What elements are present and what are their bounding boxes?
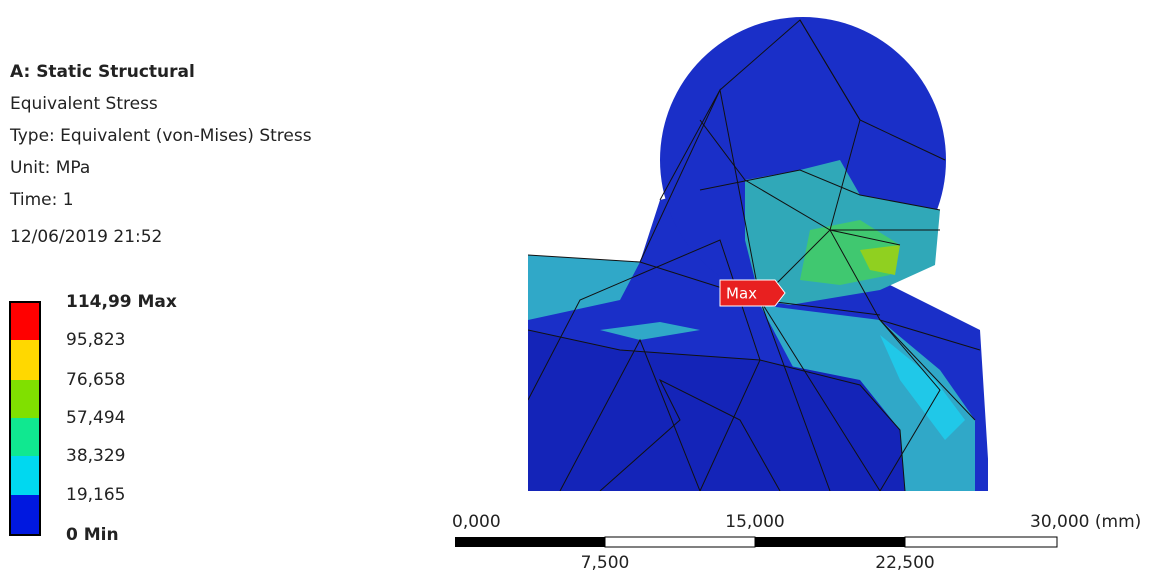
scale-label: 22,500 [875,553,934,572]
header-line: Unit: MPa [10,158,90,178]
legend-label: 76,658 [66,370,125,390]
legend-label: 0 Min [66,525,119,545]
probe-label: Max [726,285,757,303]
scale-bar [455,537,1057,547]
model [528,17,990,491]
legend-bar [10,302,40,535]
result-view: A: Static Structural Equivalent Stress Ty… [0,0,1150,572]
legend-label: 114,99 Max [66,292,177,312]
header-line: Equivalent Stress [10,94,158,114]
scale-label: 0,000 [452,512,501,532]
header-line: 12/06/2019 21:52 [10,227,162,247]
header-line: Time: 1 [9,190,74,210]
legend-label: 19,165 [66,485,125,505]
legend-label: 57,494 [66,408,125,428]
scale-label: 15,000 [725,512,784,532]
scale-label: 30,000 (mm) [1030,512,1141,532]
legend-label: 95,823 [66,330,125,350]
header-line: Type: Equivalent (von-Mises) Stress [9,126,312,146]
scale-label: 7,500 [581,553,630,572]
max-probe: Max [720,280,785,306]
analysis-title: A: Static Structural [10,62,195,82]
legend-label: 38,329 [66,446,125,466]
